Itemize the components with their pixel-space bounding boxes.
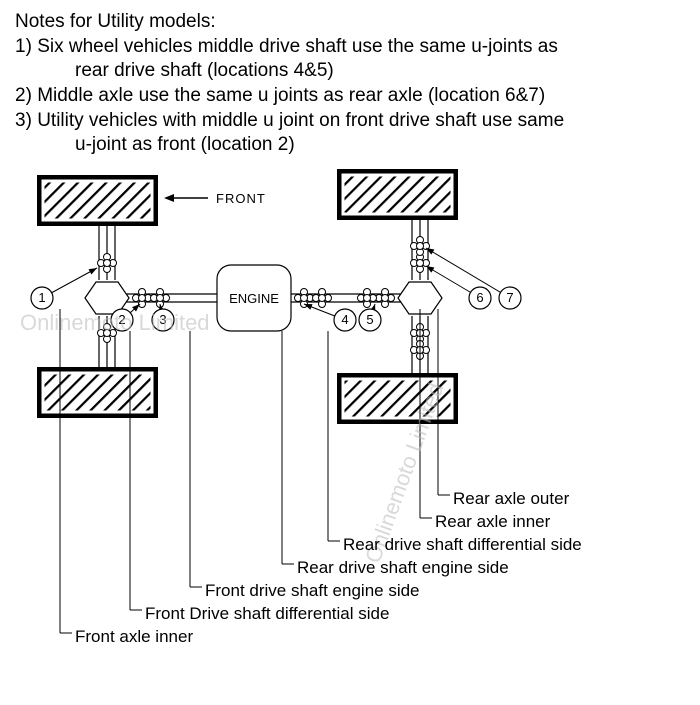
svg-text:6: 6 bbox=[476, 290, 483, 305]
svg-text:4: 4 bbox=[341, 312, 348, 327]
callout-label-6: Rear axle inner bbox=[435, 512, 550, 532]
svg-text:FRONT: FRONT bbox=[216, 191, 266, 206]
svg-text:1: 1 bbox=[38, 290, 45, 305]
notes-block: Notes for Utility models: 1) Six wheel v… bbox=[15, 10, 564, 158]
callout-label-7: Rear axle outer bbox=[453, 489, 569, 509]
svg-text:ENGINE: ENGINE bbox=[229, 291, 279, 306]
callout-label-4: Rear drive shaft engine side bbox=[297, 558, 509, 578]
note-3: 3) Utility vehicles with middle u joint … bbox=[15, 109, 564, 158]
svg-text:2: 2 bbox=[118, 312, 125, 327]
callout-label-3: Front drive shaft engine side bbox=[205, 581, 420, 601]
svg-text:7: 7 bbox=[506, 290, 513, 305]
notes-title: Notes for Utility models: bbox=[15, 10, 564, 35]
callout-label-2: Front Drive shaft differential side bbox=[145, 604, 389, 624]
svg-text:3: 3 bbox=[159, 312, 166, 327]
svg-text:5: 5 bbox=[366, 312, 373, 327]
callout-label-5: Rear drive shaft differential side bbox=[343, 535, 582, 555]
note-1: 1) Six wheel vehicles middle drive shaft… bbox=[15, 35, 564, 84]
note-2: 2) Middle axle use the same u joints as … bbox=[15, 84, 564, 109]
callout-label-1: Front axle inner bbox=[75, 627, 193, 647]
